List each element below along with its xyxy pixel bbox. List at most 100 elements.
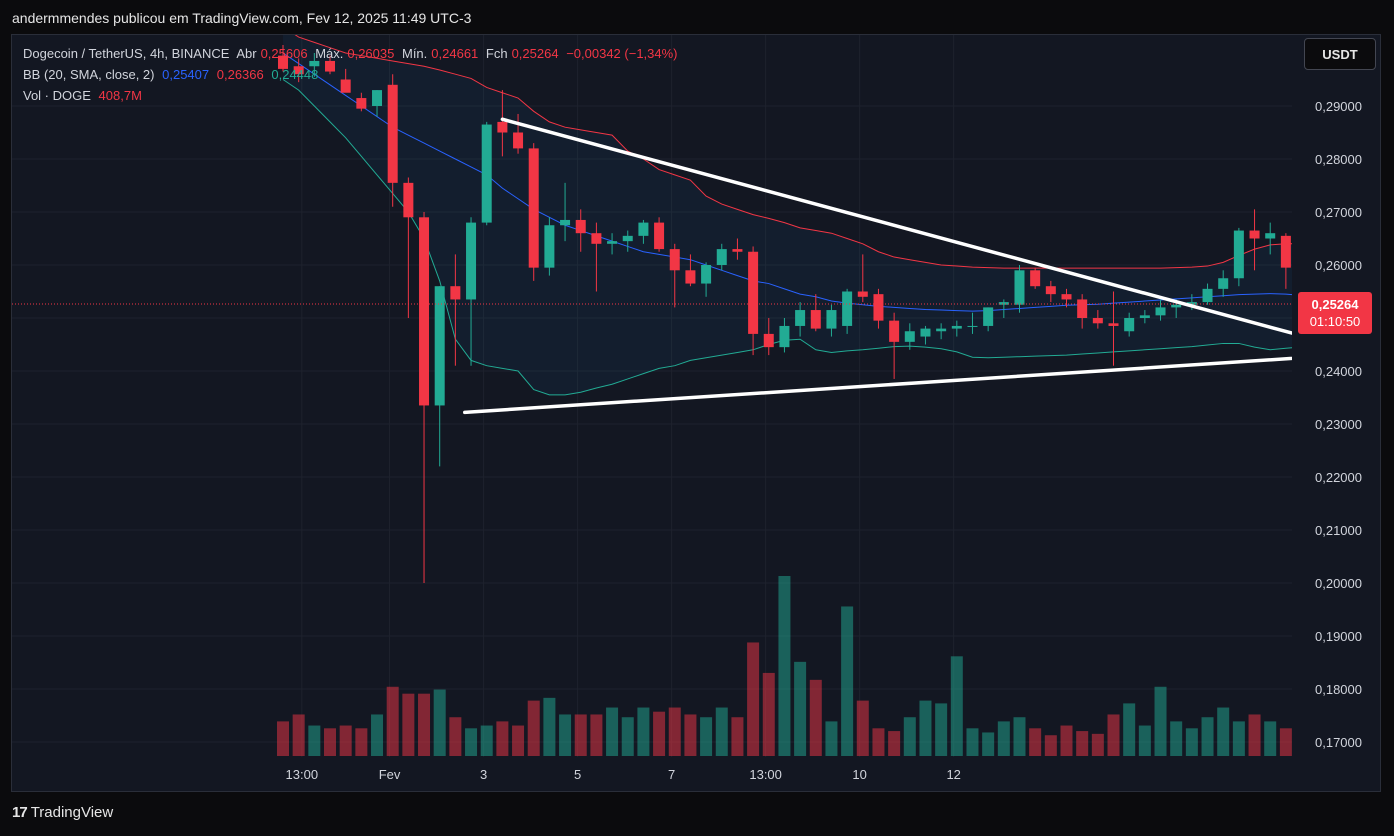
plot-area [12,35,1292,756]
candle [920,325,931,345]
candle [513,113,524,154]
volume-bar [1170,721,1183,756]
volume-bar [637,707,650,756]
candle [1155,299,1166,321]
y-axis-tick-label: 0,18000 [1315,682,1362,697]
candle-body [340,79,351,93]
candle-body [967,325,978,327]
candle-body [325,60,336,72]
candle [748,246,759,356]
currency-button[interactable]: USDT [1304,38,1376,70]
legend-bb-name[interactable]: BB (20, SMA, close, 2) [23,67,155,82]
x-axis-tick-label: 3 [480,767,487,782]
legend-bb-line: BB (20, SMA, close, 2) 0,25407 0,26366 0… [23,67,322,82]
volume-bar [919,700,932,756]
candle [1030,267,1041,289]
legend-symbol[interactable]: Dogecoin / TetherUS, 4h, BINANCE [23,46,230,61]
candle [1092,310,1103,329]
candle [873,288,884,329]
legend-vol-value: 408,7M [98,88,142,103]
candle-body [1014,270,1025,305]
legend-low-value: 0,24661 [431,46,479,61]
candle [669,243,680,308]
candle-body [1030,270,1041,287]
volume-bar [1279,728,1292,756]
candle-body [387,84,398,183]
candle-body [607,241,618,244]
candle-body [889,320,900,342]
last-price-tag: 0,25264 01:10:50 [1298,292,1372,334]
volume-bar [731,717,744,756]
volume-bar [668,707,681,756]
volume-bar [888,731,901,756]
legend-volume-line: Vol · DOGE 408,7M [23,88,146,103]
legend-change: −0,00342 (−1,34%) [566,46,678,61]
candle-body [1186,302,1197,305]
candle-body [795,310,806,326]
volume-bar [277,721,289,756]
candle [857,254,868,303]
candle [434,286,445,467]
y-axis-tick-label: 0,19000 [1315,629,1362,644]
candle-body [466,222,477,300]
volume-bar [621,717,634,756]
y-axis: 0,290000,280000,270000,260000,250000,240… [1315,99,1362,750]
footer-brand: TradingView [30,804,114,821]
candle [763,318,774,356]
candles [278,45,1291,583]
candle [967,312,978,334]
volume-bar [433,689,446,756]
candle [497,90,508,157]
candle [1202,283,1213,305]
candle-body [951,325,962,329]
candle-body [434,286,445,406]
volume-bar [527,700,540,756]
candle [450,254,461,366]
x-axis-tick-label: 13:00 [286,767,319,782]
volume-bar [1201,717,1214,756]
y-axis-tick-label: 0,20000 [1315,576,1362,591]
candle-body [1155,307,1166,316]
candle-body [1108,323,1119,326]
publish-info: andermmendes publicou em TradingView.com… [12,10,472,26]
candle [998,299,1009,318]
volume-bar [747,642,760,756]
candle-body [1077,299,1088,318]
candle [528,143,539,281]
legend-vol-name[interactable]: Vol · DOGE [23,88,91,103]
candle-body [528,148,539,268]
candle-body [1202,288,1213,303]
candle-body [904,331,915,342]
candle [544,217,555,276]
footer-branding: 17 TradingView [12,804,113,821]
chart-frame [11,34,1381,792]
candle [1280,233,1291,289]
legend-bb-lower: 0,24448 [271,67,319,82]
volume-bar [1029,728,1042,756]
bb-lower-line [282,79,1292,396]
volume-bar [1217,707,1230,756]
candle [278,45,288,72]
tradingview-logo-icon: 17 [12,804,28,821]
volume-bar [402,693,415,756]
x-axis-tick-label: 12 [946,767,960,782]
volume-bar [700,717,713,756]
candle-body [701,265,712,284]
volume-bar [606,707,619,756]
volume-bar [559,714,572,756]
candle [466,217,477,366]
candle-body [403,182,414,218]
triangle-upper-line [500,117,1292,335]
candle-body [544,225,555,268]
volume-bar [1091,733,1104,756]
volume-bar [966,728,979,756]
volume-bar [997,721,1010,756]
candle [983,307,994,332]
candle-body [716,249,727,265]
bb-basis-line [282,52,1292,312]
candle [1014,265,1025,313]
volume-bar [653,711,666,756]
volume-bar [1185,728,1198,756]
volume-bar [355,728,368,756]
